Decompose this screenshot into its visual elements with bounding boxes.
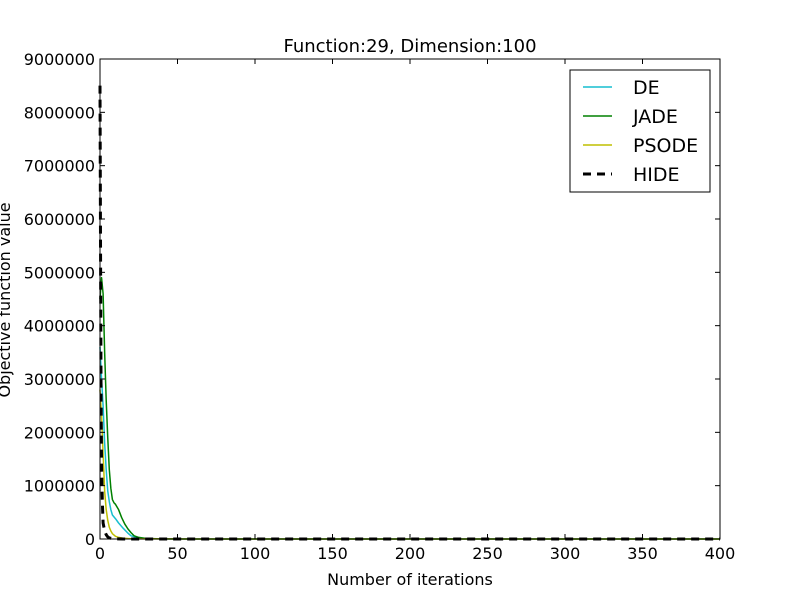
legend-label-psode: PSODE bbox=[633, 135, 698, 157]
legend-box bbox=[569, 69, 711, 193]
y-tick-label: 3000000 bbox=[24, 370, 95, 389]
y-tick-label: 6000000 bbox=[24, 210, 95, 229]
ticks-layer: 0 50 100 150 200 250 300 350 400 0 1000000 2000000 3… bbox=[24, 50, 736, 563]
y-tick-label: 4000000 bbox=[24, 317, 95, 336]
series-line-hide bbox=[98, 85, 721, 541]
y-tick-label: 5000000 bbox=[24, 263, 95, 282]
x-tick-label: 400 bbox=[705, 544, 736, 563]
y-tick-label: 7000000 bbox=[24, 157, 95, 176]
series-line-psode bbox=[99, 389, 721, 540]
x-tick-label: 200 bbox=[395, 544, 426, 563]
x-tick-label: 150 bbox=[317, 544, 348, 563]
legend-label-de: DE bbox=[633, 77, 660, 99]
legend-label-hide: HIDE bbox=[633, 164, 680, 186]
y-tick-label: 1000000 bbox=[24, 477, 95, 496]
series-line-jade bbox=[99, 276, 721, 540]
x-tick-label: 0 bbox=[95, 544, 105, 563]
series-line-de bbox=[99, 346, 721, 540]
y-tick-label: 2000000 bbox=[24, 423, 95, 442]
y-tick-label: 8000000 bbox=[24, 103, 95, 122]
chart-title: Function:29, Dimension:100 bbox=[283, 36, 536, 57]
legend-label-jade: JADE bbox=[632, 106, 678, 128]
y-tick-label: 9000000 bbox=[24, 50, 95, 69]
x-tick-label: 300 bbox=[550, 544, 581, 563]
legend: DE JADE PSODE HIDE bbox=[569, 69, 711, 193]
y-axis-label: Objective function value bbox=[0, 202, 14, 397]
x-tick-label: 350 bbox=[627, 544, 658, 563]
y-tick-label: 0 bbox=[85, 530, 95, 549]
x-tick-label: 50 bbox=[167, 544, 187, 563]
x-axis-label: Number of iterations bbox=[327, 570, 493, 589]
x-tick-label: 250 bbox=[472, 544, 503, 563]
x-tick-label: 100 bbox=[240, 544, 271, 563]
